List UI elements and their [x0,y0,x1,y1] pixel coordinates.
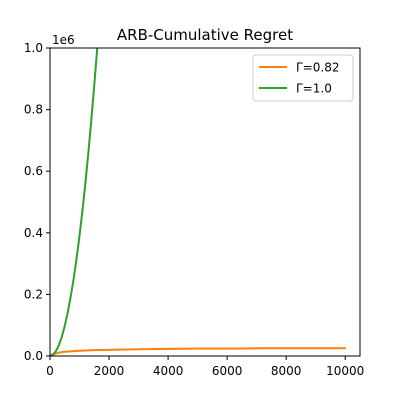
plot-area-frame [49,47,361,357]
y-tick-label: 0.2 [24,287,43,301]
legend-label-0: Γ=0.82 [296,61,339,75]
x-axis: 0 2000 4000 6000 8000 10000 [46,356,364,378]
legend: Γ=0.82 Γ=1.0 [252,54,354,102]
series-layer [50,48,347,356]
x-tick-label: 8000 [271,364,302,378]
x-tick-label: 6000 [212,364,243,378]
x-tick-label: 0 [46,364,54,378]
x-tick-label: 10000 [326,364,364,378]
y-tick-label: 0.6 [24,164,43,178]
y-axis: 0.0 0.2 0.4 0.6 0.8 1.0 [24,41,50,363]
x-tick-label: 4000 [153,364,184,378]
x-tick-label: 2000 [94,364,125,378]
series-line-0 [50,347,347,356]
y-tick-label: 0.0 [24,349,43,363]
chart-title: ARB-Cumulative Regret [117,26,293,44]
y-tick-label: 0.4 [24,226,43,240]
y-tick-label: 0.8 [24,103,43,117]
y-tick-label: 1.0 [24,41,43,55]
legend-label-1: Γ=1.0 [296,82,332,96]
series-line-1 [50,48,99,356]
y-offset-label: 1e6 [52,33,75,47]
